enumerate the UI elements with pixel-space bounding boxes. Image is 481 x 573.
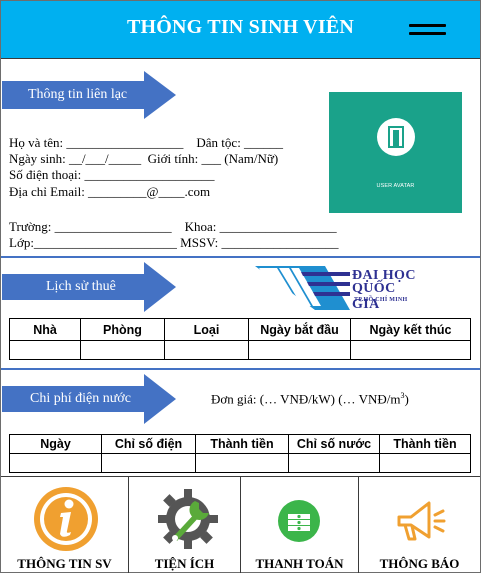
university-logo-mark — [255, 266, 350, 310]
table-cell — [248, 340, 351, 360]
rental-banner-label: Lịch sử thuê — [46, 279, 116, 294]
table-cell — [80, 340, 165, 360]
column-header: Thành tiền — [195, 434, 289, 454]
column-header: Ngày bắt đầu — [248, 318, 351, 341]
table-header-row: Nhà Phòng Loại Ngày bắt đầu Ngày kết thú… — [9, 318, 471, 341]
table-row — [9, 340, 471, 360]
university-name-line3: TP.HỒ CHÍ MINH — [354, 297, 408, 303]
column-header: Thành tiền — [379, 434, 471, 454]
user-avatar[interactable]: USER AVATAR — [329, 92, 462, 213]
nav-item-notifications[interactable]: THÔNG BÁO — [359, 477, 480, 573]
table-row — [9, 453, 471, 473]
table-cell — [288, 453, 380, 473]
page-title: THÔNG TIN SINH VIÊN — [126, 16, 354, 38]
column-header: Nhà — [9, 318, 81, 341]
table-cell — [195, 453, 289, 473]
email-line: Địa chỉ Email: _________@____.com — [9, 184, 211, 199]
utilities-table: Ngày Chỉ số điện Thành tiền Chỉ số nước … — [9, 434, 471, 473]
table-cell — [9, 453, 102, 473]
contact-banner-label: Thông tin liên lạc — [28, 87, 128, 102]
unit-price-text: Đơn giá: (… VNĐ/kW) (… VNĐ/m3) — [211, 391, 409, 407]
info-icon — [34, 487, 98, 551]
table-cell — [101, 453, 196, 473]
section-divider — [1, 368, 480, 370]
school-faculty-line: Trường: __________________ Khoa: _______… — [9, 219, 337, 234]
nav-label: TIỆN ÍCH — [154, 556, 215, 571]
university-name-line1: ĐẠI HỌC — [352, 268, 416, 283]
table-cell — [350, 340, 471, 360]
table-header-row: Ngày Chỉ số điện Thành tiền Chỉ số nước … — [9, 434, 471, 454]
hamburger-menu-icon[interactable] — [409, 22, 446, 38]
table-cell — [9, 340, 81, 360]
nav-label: THÔNG BÁO — [379, 556, 460, 571]
money-icon — [278, 500, 320, 542]
university-name-line2: QUỐC GIA — [352, 281, 396, 312]
table-cell — [379, 453, 471, 473]
app-header: THÔNG TIN SINH VIÊN — [1, 1, 480, 59]
column-header: Ngày kết thúc — [350, 318, 471, 341]
column-header: Loại — [164, 318, 249, 341]
megaphone-icon — [397, 501, 446, 541]
full-name-ethnicity-line: Họ và tên: __________________ Dân tộc: _… — [9, 135, 284, 150]
table-cell — [164, 340, 249, 360]
utilities-banner: Chi phí điện nước — [2, 374, 176, 424]
gear-wrench-icon — [158, 489, 218, 549]
bottom-nav: THÔNG TIN SV TIỆN ÍCH — [1, 476, 480, 573]
nav-item-payment[interactable]: THANH TOÁN — [241, 477, 359, 573]
nav-item-utilities[interactable]: TIỆN ÍCH — [129, 477, 241, 573]
rental-banner: Lịch sử thuê — [2, 262, 176, 312]
nav-label: THANH TOÁN — [255, 556, 344, 571]
utilities-banner-label: Chi phí điện nước — [30, 391, 131, 406]
section-divider — [1, 256, 480, 258]
column-header: Ngày — [9, 434, 102, 454]
class-student-id-line: Lớp:______________________ MSSV: _______… — [9, 235, 339, 250]
nav-label: THÔNG TIN SV — [17, 556, 112, 571]
column-header: Chỉ số điện — [101, 434, 196, 454]
phone-line: Số điện thoại: ____________________ — [9, 167, 215, 182]
contact-banner: Thông tin liên lạc — [2, 71, 176, 119]
university-logo: ĐẠI HỌC QUỐC GIA TP.HỒ CHÍ MINH — [255, 266, 420, 312]
nav-item-student-info[interactable]: THÔNG TIN SV — [1, 477, 129, 573]
column-header: Chỉ số nước — [288, 434, 380, 454]
avatar-label: USER AVATAR — [376, 183, 415, 189]
birth-date-gender-line: Ngày sinh: __/___/_____ Giới tính: ___ (… — [9, 151, 279, 166]
user-avatar-icon — [377, 118, 415, 156]
rental-history-table: Nhà Phòng Loại Ngày bắt đầu Ngày kết thú… — [9, 318, 471, 360]
column-header: Phòng — [80, 318, 165, 341]
